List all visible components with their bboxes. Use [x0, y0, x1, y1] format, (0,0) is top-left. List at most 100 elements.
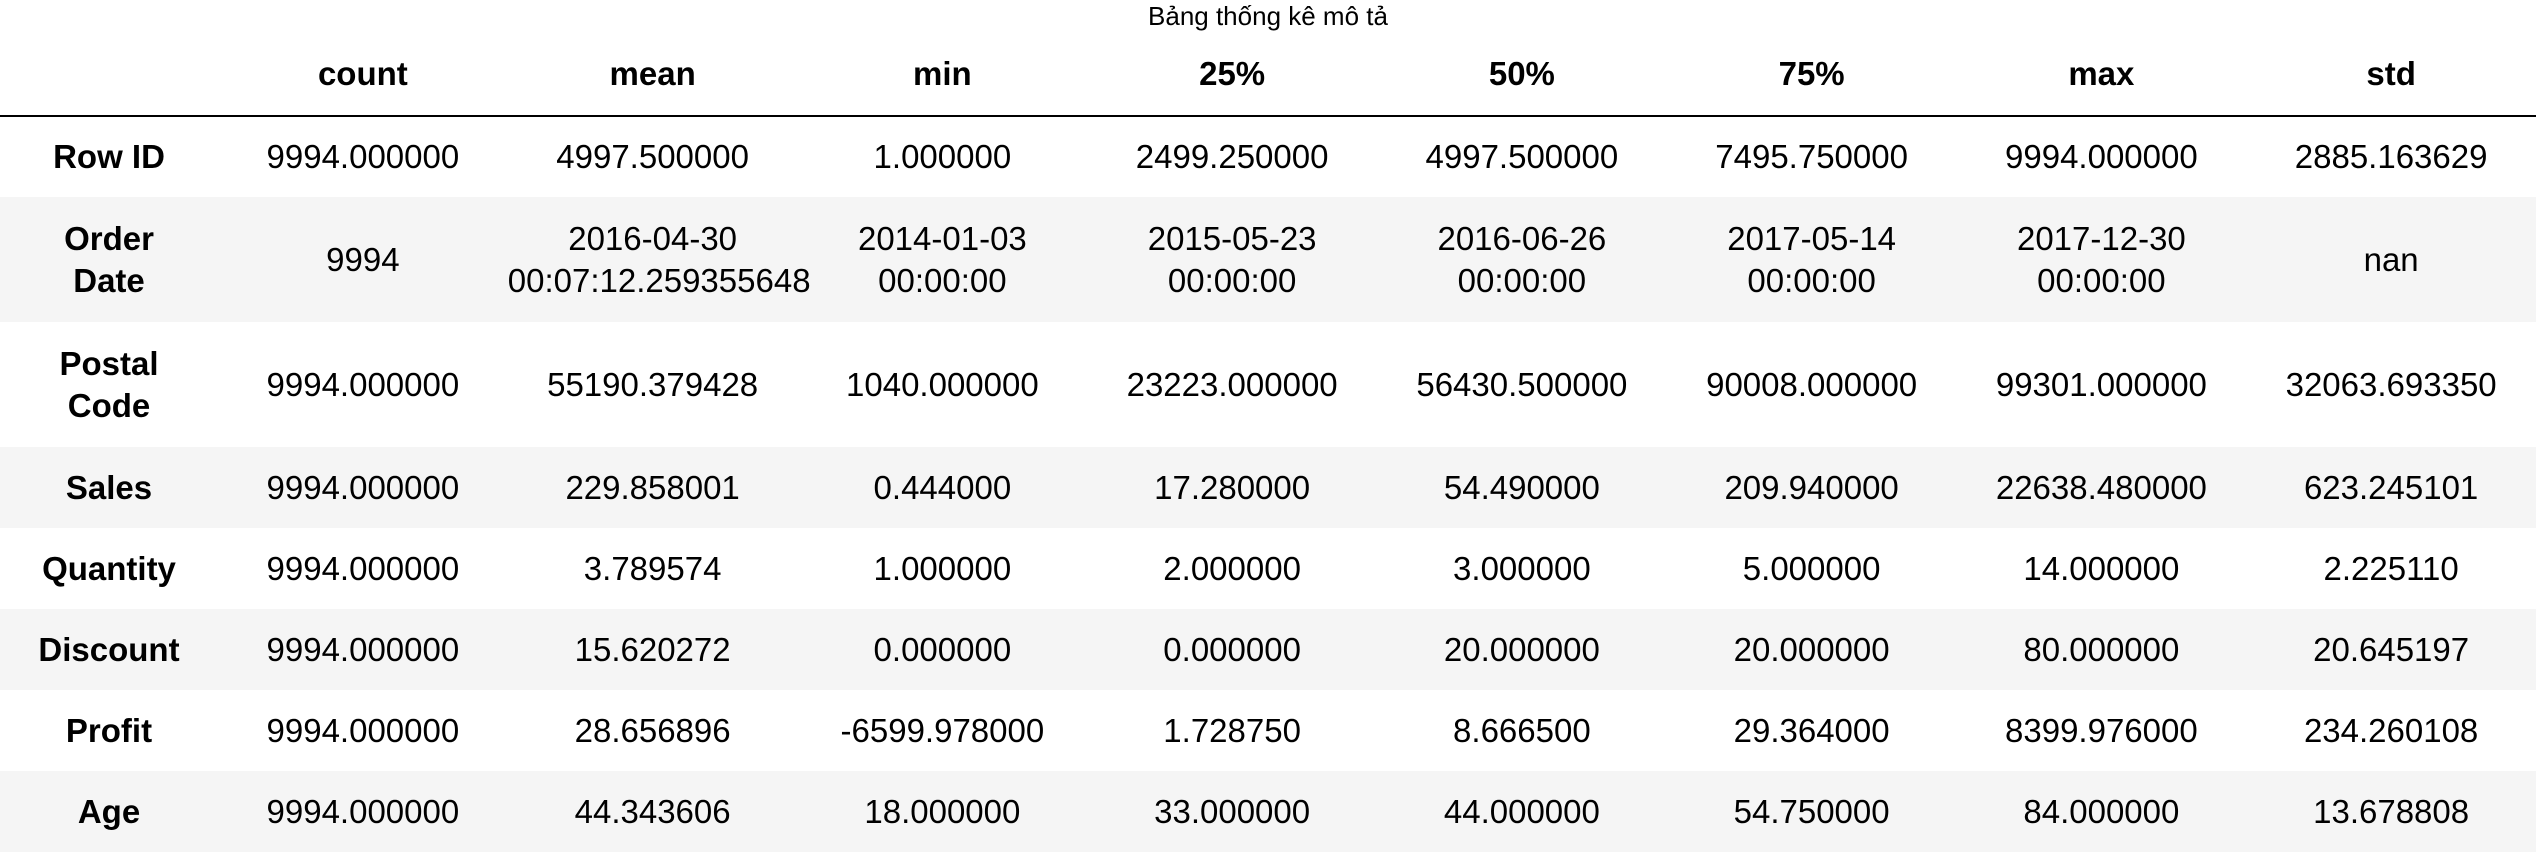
cell-value: 8399.976000: [2005, 711, 2198, 749]
cell-value: 9994.000000: [266, 468, 460, 506]
cell-value: nan: [2363, 240, 2419, 278]
row-header-line: Discount: [38, 630, 180, 668]
descriptive-stats-table: count mean min 25% 50% 75% max std Row I…: [0, 33, 2536, 852]
table-cell: 13.678808: [2246, 771, 2536, 852]
row-header-line: Profit: [65, 711, 153, 749]
column-header-50: 50%: [1377, 33, 1667, 117]
row-header-line: Sales: [65, 468, 153, 506]
table-cell: 1040.000000: [798, 322, 1088, 447]
table-cell: 3.000000: [1377, 528, 1667, 609]
cell-value: 20.000000: [1733, 630, 1890, 668]
table-cell: 9994.000000: [218, 322, 508, 447]
cell-value: -6599.978000: [840, 711, 1045, 749]
cell-value: 2885.163629: [2294, 138, 2488, 175]
table-cell: 14.000000: [1957, 528, 2247, 609]
column-header-max: max: [1956, 33, 2247, 117]
table-cell: 55190.379428: [508, 322, 798, 447]
table-cell: 4997.500000: [508, 116, 798, 197]
column-header-min: min: [797, 33, 1088, 117]
row-header: Postal Code: [0, 322, 218, 447]
column-header-std: std: [2246, 33, 2536, 117]
table-cell: 0.000000: [1087, 609, 1377, 690]
column-header-count: count: [218, 33, 508, 117]
table-cell: 20.645197: [2246, 609, 2536, 690]
cell-value: 7495.750000: [1715, 138, 1908, 175]
stats-table-container: count mean min 25% 50% 75% max std Row I…: [0, 33, 2536, 852]
cell-value: 55190.379428: [547, 365, 759, 403]
cell-value: 56430.500000: [1416, 365, 1628, 403]
table-cell: 90008.000000: [1667, 322, 1957, 447]
cell-value: 2015-05-23: [1147, 219, 1317, 257]
row-header: Row ID: [0, 116, 218, 197]
cell-value: 80.000000: [2023, 630, 2180, 668]
header-row: count mean min 25% 50% 75% max std: [0, 33, 2536, 117]
cell-value: 623.245101: [2303, 468, 2479, 506]
table-cell: 234.260108: [2246, 690, 2536, 771]
cell-value: 90008.000000: [1706, 365, 1918, 403]
cell-value: 44.343606: [574, 792, 731, 830]
cell-value: 1.000000: [873, 549, 1012, 587]
row-header-line: Row ID: [53, 138, 165, 175]
cell-value: 2017-12-30: [2016, 219, 2186, 257]
column-header-25: 25%: [1087, 33, 1377, 117]
table-cell: 9994.000000: [218, 771, 508, 852]
table-cell: 8.666500: [1377, 690, 1667, 771]
cell-value: 20.645197: [2313, 630, 2470, 668]
table-cell: 0.444000: [798, 447, 1088, 528]
table-cell: 9994.000000: [218, 116, 508, 197]
table-cell: 9994.000000: [218, 609, 508, 690]
table-cell: 9994.000000: [1957, 116, 2247, 197]
cell-value: 33.000000: [1154, 792, 1311, 830]
cell-value: 5.000000: [1742, 549, 1881, 587]
cell-value: 84.000000: [2023, 792, 2180, 830]
row-header-line: Postal: [59, 344, 159, 382]
table-cell: 9994: [218, 197, 508, 322]
row-header: Quantity: [0, 528, 218, 609]
cell-value: 29.364000: [1733, 711, 1890, 749]
cell-value: 3.000000: [1453, 549, 1591, 587]
cell-value: 2016-06-26: [1437, 219, 1607, 257]
row-header-line: Code: [67, 386, 151, 424]
cell-value: 209.940000: [1724, 468, 1899, 506]
cell-value: 15.620272: [574, 630, 731, 668]
cell-value: 0.000000: [873, 630, 1012, 668]
cell-value: 54.490000: [1443, 468, 1600, 506]
table-cell: 2015-05-23 00:00:00: [1087, 197, 1377, 322]
table-cell: 2017-12-30 00:00:00: [1957, 197, 2247, 322]
table-cell: 80.000000: [1957, 609, 2247, 690]
cell-value: 22638.480000: [1995, 468, 2207, 506]
row-header: Age: [0, 771, 218, 852]
cell-value: 28.656896: [574, 711, 731, 749]
cell-value: 32063.693350: [2285, 365, 2497, 403]
column-header-75: 75%: [1666, 33, 1957, 117]
cell-value: 44.000000: [1443, 792, 1600, 830]
table-cell: 18.000000: [798, 771, 1088, 852]
row-header: Order Date: [0, 197, 218, 322]
cell-value: 1.000000: [873, 138, 1012, 175]
row-header: Sales: [0, 447, 218, 528]
cell-value: 00:00:00: [1457, 261, 1587, 299]
table-cell: 0.000000: [798, 609, 1088, 690]
cell-value: 17.280000: [1154, 468, 1311, 506]
table-cell: 44.000000: [1377, 771, 1667, 852]
cell-value: 4997.500000: [1425, 138, 1619, 175]
table-cell: 3.789574: [508, 528, 798, 609]
table-cell: 9994.000000: [218, 447, 508, 528]
cell-value: 54.750000: [1733, 792, 1890, 830]
table-cell: 99301.000000: [1957, 322, 2247, 447]
table-cell: 1.728750: [1087, 690, 1377, 771]
cell-value: 00:07:12.259355648: [507, 261, 811, 299]
table-row: Age 9994.000000 44.343606 18.000000 33.00000…: [0, 771, 2536, 852]
table-cell: 28.656896: [508, 690, 798, 771]
table-cell: 9994.000000: [218, 690, 508, 771]
table-cell: 22638.480000: [1957, 447, 2247, 528]
cell-value: 4997.500000: [556, 138, 749, 175]
table-cell: 2.000000: [1087, 528, 1377, 609]
table-row: Order Date 9994 2016-04-30 00:07:12.25935564…: [0, 197, 2536, 322]
table-cell: 20.000000: [1377, 609, 1667, 690]
table-row: Quantity 9994.000000 3.789574 1.000000 2.000…: [0, 528, 2536, 609]
table-cell: 2014-01-03 00:00:00: [798, 197, 1088, 322]
table-row: Postal Code 9994.000000 55190.379428 1040.00…: [0, 322, 2536, 447]
corner-cell: [0, 33, 218, 117]
cell-value: 00:00:00: [878, 261, 1007, 299]
